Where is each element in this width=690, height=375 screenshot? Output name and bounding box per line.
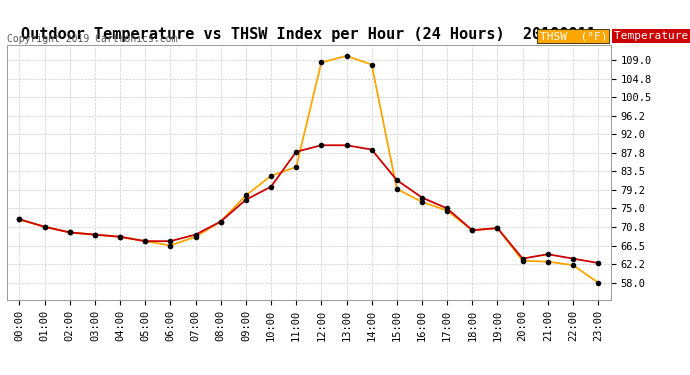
Title: Outdoor Temperature vs THSW Index per Hour (24 Hours)  20190911: Outdoor Temperature vs THSW Index per Ho… (21, 27, 596, 42)
Text: Copyright 2019 Cartronics.com: Copyright 2019 Cartronics.com (7, 34, 177, 44)
Text: THSW  (°F): THSW (°F) (540, 31, 607, 41)
Text: Temperature  (°F): Temperature (°F) (614, 31, 690, 41)
